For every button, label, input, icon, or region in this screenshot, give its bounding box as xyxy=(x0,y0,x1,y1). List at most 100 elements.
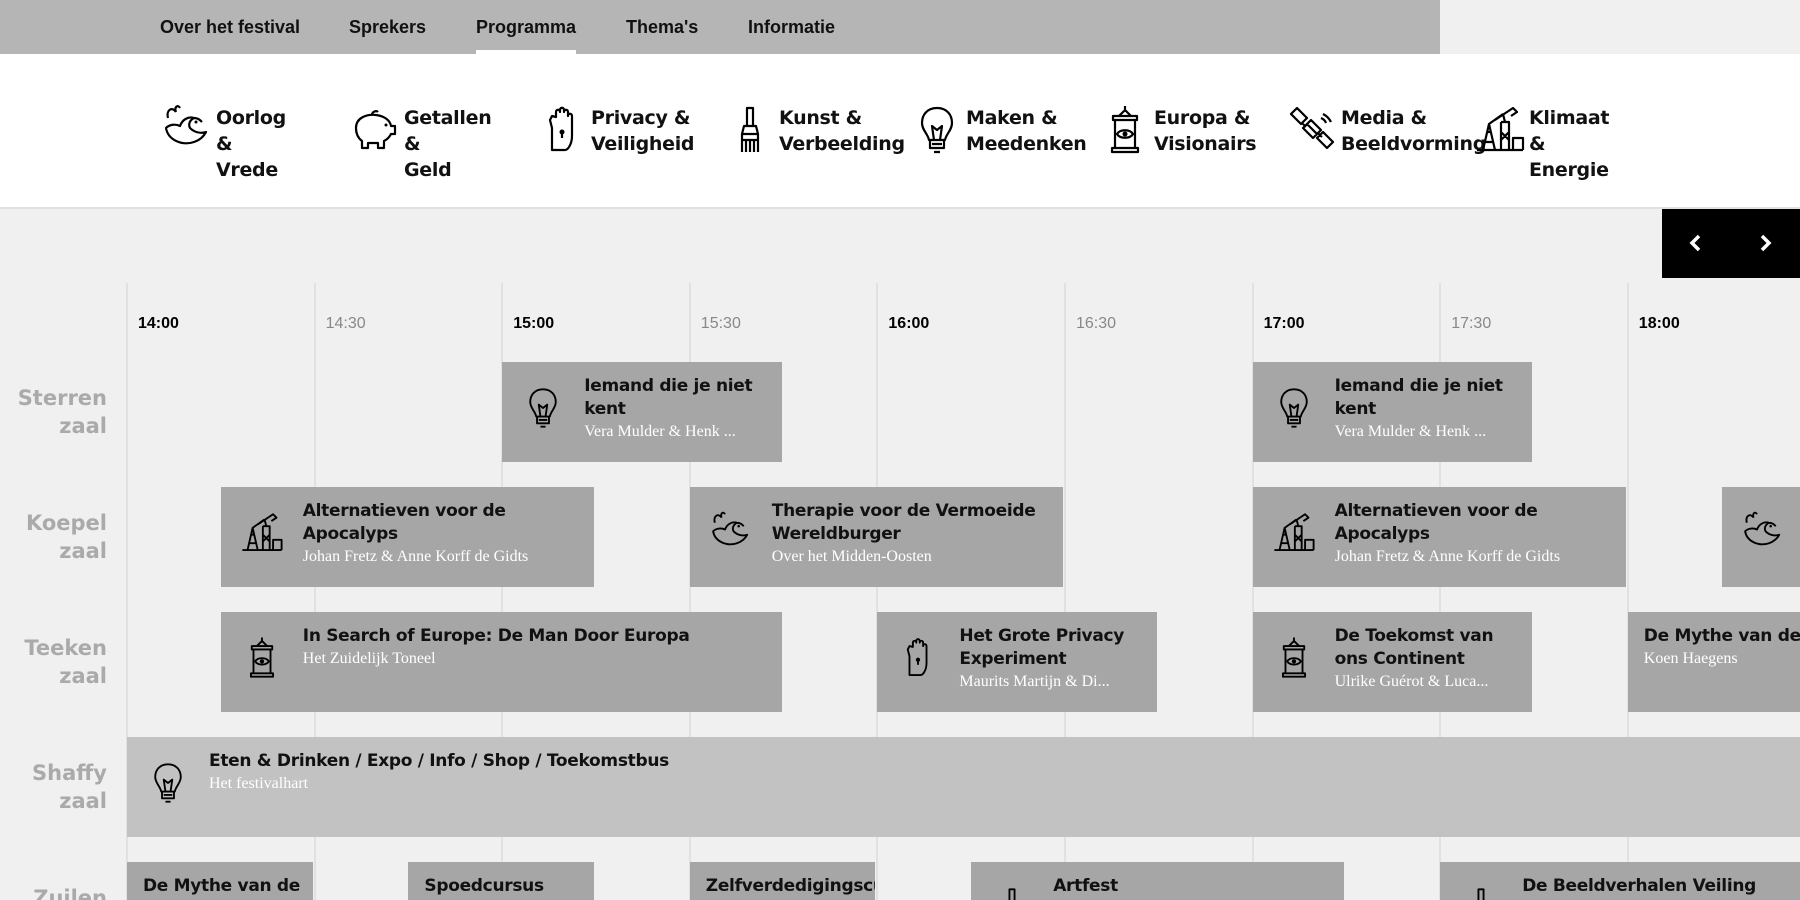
event-icon xyxy=(520,384,566,432)
theme-label: Europa & Visionairs xyxy=(1154,107,1257,155)
program-event[interactable]: De Toekomst van ons Continent Ulrike Guér… xyxy=(1252,612,1532,712)
hand-lock-icon-wrap xyxy=(535,104,589,158)
dove-icon xyxy=(1743,511,1780,546)
next-button[interactable] xyxy=(1731,209,1800,278)
program-event[interactable]: Eten & Drinken / Expo / Info / Shop / To… xyxy=(127,737,1800,837)
program-event[interactable]: Het Grote Privacy Experiment Maurits Mart… xyxy=(877,612,1157,712)
oil-pump-icon xyxy=(242,513,283,551)
event-subtitle: Johan Fretz & Anne Korff de Gidts xyxy=(1334,548,1561,565)
chevron-left-icon xyxy=(1689,234,1701,252)
time-tick-label: 18:00 xyxy=(1638,315,1680,332)
event-subtitle: Het festivalhart xyxy=(209,775,309,792)
paintbrush-icon xyxy=(1008,888,1016,900)
program-event[interactable]: Alternatieven voor de Apocalyps Johan Fre… xyxy=(1252,487,1626,587)
eye-lantern-icon xyxy=(1110,106,1140,154)
event-title: Artfest xyxy=(1053,876,1118,896)
nav-item-informatie[interactable]: Informatie xyxy=(748,17,836,37)
lightbulb-icon-wrap xyxy=(910,104,964,158)
timeline-gridline xyxy=(1626,283,1629,900)
room-label: Teeken zaal xyxy=(24,636,107,688)
program-event[interactable]: Spoedcursus xyxy=(408,862,594,900)
timeline-gridline xyxy=(501,283,504,900)
lightbulb-icon xyxy=(529,388,557,428)
event-title: Alternatieven voor de Apocalyps xyxy=(302,501,506,544)
event-title: De Beeldverhalen Veiling xyxy=(1522,876,1757,896)
program-event[interactable]: De Beeldverhalen Veiling xyxy=(1440,862,1800,900)
event-subtitle: Vera Mulder & Henk ... xyxy=(584,423,736,440)
program-event[interactable]: In Search of Europe: De Man Door Europa H… xyxy=(220,612,782,712)
time-tick-label: 17:00 xyxy=(1263,315,1305,332)
time-tick-label: 15:00 xyxy=(513,315,555,332)
main-nav: Over het festival Sprekers Programma Thema'… xyxy=(0,0,1440,54)
program-event[interactable] xyxy=(1721,487,1800,587)
event-title: Het Grote Privacy Experiment xyxy=(959,626,1125,669)
event-subtitle: Over het Midden-Oosten xyxy=(771,548,932,565)
time-tick-label: 16:00 xyxy=(888,315,930,332)
theme-label: Maken & Meedenken xyxy=(966,107,1087,155)
nav-item-programma[interactable]: Programma xyxy=(476,17,577,54)
time-tick-label: 14:00 xyxy=(138,315,179,332)
eye-lantern-icon xyxy=(1281,637,1306,678)
oil-pump-icon xyxy=(1477,106,1525,152)
event-subtitle: Maurits Martijn & Di... xyxy=(959,673,1110,690)
hand-lock-icon xyxy=(548,106,574,152)
nav-item-thema-s[interactable]: Thema's xyxy=(626,17,699,37)
theme-label: Klimaat & Energie xyxy=(1529,107,1610,181)
event-title: De Mythe van de xyxy=(143,876,301,896)
paintbrush-icon-wrap xyxy=(723,104,777,158)
event-title: In Search of Europe: De Man Door Europa xyxy=(302,626,690,646)
event-icon xyxy=(1271,509,1317,557)
event-title: Spoedcursus xyxy=(424,876,544,896)
theme-label: Oorlog & Vrede xyxy=(216,107,286,181)
event-title: De Mythe van de Markt xyxy=(1643,626,1800,646)
room-label: Shaffy zaal xyxy=(32,761,107,813)
program-event[interactable]: Artfest xyxy=(971,862,1345,900)
timeline-gridline xyxy=(126,283,128,900)
eye-lantern-icon xyxy=(249,637,274,678)
program-event[interactable]: Iemand die je niet kent Vera Mulder & Hen… xyxy=(502,362,782,462)
program-event[interactable]: De Mythe van de xyxy=(127,862,313,900)
program-timeline: 14:00 14:30 15:00 15:30 16:00 16:30 17:00 17:30… xyxy=(0,283,1800,900)
event-icon xyxy=(1458,884,1504,900)
program-event[interactable]: Alternatieven voor de Apocalyps Johan Fre… xyxy=(220,487,594,587)
theme-label: Privacy & Veiligheid xyxy=(591,107,695,155)
event-title: De Toekomst van ons Continent xyxy=(1334,626,1494,669)
eye-lantern-icon-wrap xyxy=(1098,104,1152,158)
program-event[interactable]: Zelfverdedigingscursus xyxy=(689,862,876,900)
event-title: Zelfverdedigingscursus xyxy=(705,876,876,896)
program-event[interactable]: De Mythe van de Markt Koen Haegens xyxy=(1627,612,1800,712)
event-icon xyxy=(1271,384,1317,432)
satellite-icon xyxy=(1289,106,1335,150)
paintbrush-icon xyxy=(1477,888,1485,900)
theme-label: Getallen & Geld xyxy=(404,107,492,181)
time-tick-label: 17:30 xyxy=(1451,315,1492,332)
timeline-gridline xyxy=(1439,283,1442,900)
time-tick-label: 14:30 xyxy=(325,315,366,332)
program-event[interactable]: Therapie voor de Vermoeide Wereldburger O… xyxy=(689,487,1063,587)
event-subtitle: Ulrike Guérot & Luca... xyxy=(1334,673,1489,690)
event-icon xyxy=(239,634,285,682)
theme-label: Kunst & Verbeelding xyxy=(779,107,905,155)
piggy-bank-icon-wrap xyxy=(348,104,402,158)
program-event[interactable]: Iemand die je niet kent Vera Mulder & Hen… xyxy=(1252,362,1532,462)
timeline-gridline xyxy=(876,283,879,900)
event-icon xyxy=(145,759,191,807)
theme-label: Media & Beeldvorming xyxy=(1341,107,1487,155)
hand-lock-icon xyxy=(907,638,928,676)
event-icon xyxy=(1271,634,1317,682)
event-icon xyxy=(239,509,285,557)
piggy-bank-icon xyxy=(354,110,397,150)
event-icon xyxy=(1740,509,1786,557)
prev-button[interactable] xyxy=(1662,209,1731,278)
dove-icon xyxy=(711,511,748,546)
timeline-gridline xyxy=(1064,283,1066,900)
event-title: Iemand die je niet kent xyxy=(1334,376,1503,419)
event-subtitle: Koen Haegens xyxy=(1643,650,1738,667)
theme-filter-bar: Oorlog & Vrede Getallen & Geld Privacy & V… xyxy=(0,54,1800,209)
nav-item-sprekers[interactable]: Sprekers xyxy=(349,17,427,37)
nav-item-over-het-festival[interactable]: Over het festival xyxy=(160,17,301,37)
timeline-gridline xyxy=(313,283,316,900)
timeline-pager xyxy=(1662,209,1800,278)
time-tick-label: 15:30 xyxy=(700,315,741,332)
chevron-right-icon xyxy=(1760,234,1772,252)
